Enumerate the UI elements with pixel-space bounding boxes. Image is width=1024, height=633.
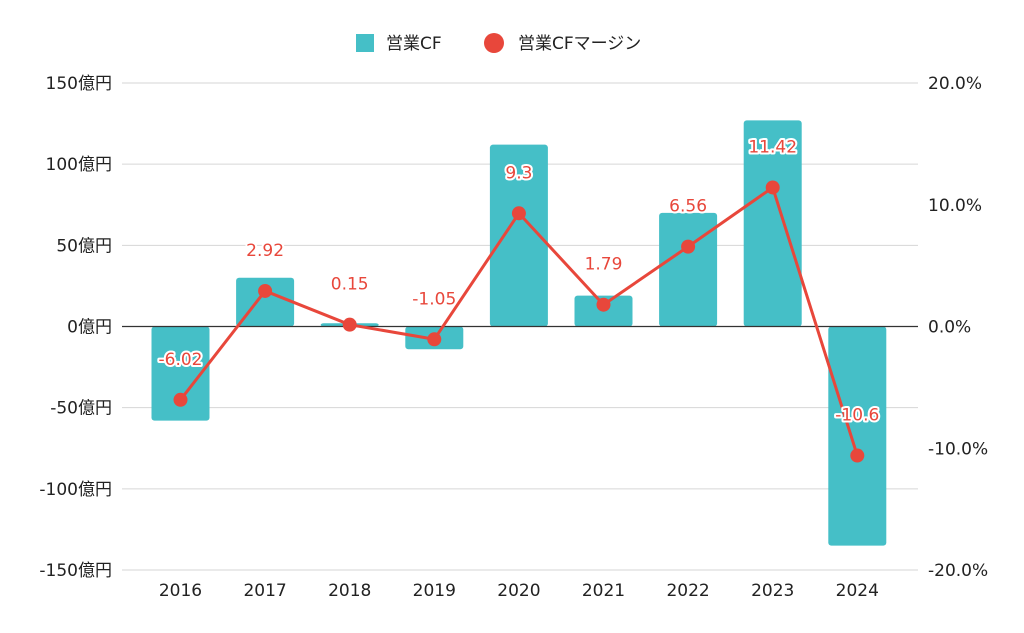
data-label: -1.05 bbox=[412, 289, 456, 309]
right-axis-tick-label: 10.0% bbox=[928, 196, 982, 216]
x-axis-tick-label: 2020 bbox=[497, 581, 540, 601]
left-axis-tick-label: -150億円 bbox=[39, 561, 112, 581]
legend-label-operating-cf: 営業CF bbox=[386, 34, 442, 54]
left-axis-tick-label: -50億円 bbox=[50, 399, 112, 419]
line-point bbox=[850, 448, 865, 463]
right-axis-ticks: 20.0% 10.0% 0.0% -10.0% -20.0% bbox=[928, 74, 988, 581]
right-axis-tick-label: 20.0% bbox=[928, 74, 982, 94]
line-point bbox=[258, 283, 273, 298]
line-point bbox=[596, 297, 611, 312]
data-label: 9.3 bbox=[505, 163, 532, 183]
legend-label-operating-cf-margin: 営業CFマージン bbox=[518, 34, 641, 54]
line-point bbox=[765, 180, 780, 195]
left-axis-tick-label: 100億円 bbox=[46, 155, 112, 175]
left-axis-tick-label: 50億円 bbox=[56, 236, 112, 256]
bar bbox=[236, 277, 295, 327]
left-axis-ticks: 150億円 100億円 50億円 0億円 -50億円 -100億円 -150億円 bbox=[39, 74, 112, 581]
left-axis-tick-label: -100億円 bbox=[39, 480, 112, 500]
data-label: -10.6 bbox=[835, 406, 879, 426]
line-point bbox=[427, 332, 442, 347]
legend-marker-operating-cf-margin bbox=[484, 33, 504, 53]
bar bbox=[489, 144, 548, 327]
data-label: 6.56 bbox=[669, 197, 707, 217]
data-label: 2.92 bbox=[246, 241, 284, 261]
left-axis-tick-label: 0億円 bbox=[67, 318, 112, 338]
line-point bbox=[511, 206, 526, 221]
data-label: 1.79 bbox=[585, 255, 623, 275]
line-point bbox=[173, 392, 188, 407]
line-point bbox=[342, 317, 357, 332]
x-axis-tick-label: 2024 bbox=[836, 581, 879, 601]
bar bbox=[659, 212, 718, 327]
data-label: 11.42 bbox=[748, 137, 797, 157]
data-label: 0.15 bbox=[331, 275, 369, 295]
x-axis-tick-label: 2021 bbox=[582, 581, 625, 601]
x-axis-tick-label: 2022 bbox=[666, 581, 709, 601]
line-series: -6.02 2.92 0.15 -1.05 9.3 1.79 6.56 11.42 -10.6 bbox=[157, 135, 881, 463]
x-axis-tick-label: 2016 bbox=[159, 581, 202, 601]
legend: 営業CF 営業CFマージン bbox=[356, 33, 641, 54]
right-axis-tick-label: -20.0% bbox=[928, 561, 988, 581]
right-axis-tick-label: 0.0% bbox=[928, 318, 971, 338]
x-axis-tick-label: 2018 bbox=[328, 581, 371, 601]
left-axis-tick-label: 150億円 bbox=[46, 74, 112, 94]
x-axis-tick-label: 2023 bbox=[751, 581, 794, 601]
data-label: -6.02 bbox=[159, 350, 203, 370]
bar bbox=[743, 120, 802, 327]
right-axis-tick-label: -10.0% bbox=[928, 439, 988, 459]
x-axis-ticks: 2016 2017 2018 2019 2020 2021 2022 2023 2024 bbox=[159, 581, 879, 601]
x-axis-tick-label: 2019 bbox=[413, 581, 456, 601]
bar bbox=[151, 326, 210, 421]
legend-swatch-operating-cf bbox=[356, 34, 374, 52]
x-axis-tick-label: 2017 bbox=[243, 581, 286, 601]
bar bbox=[828, 326, 887, 546]
line-point bbox=[681, 239, 696, 254]
